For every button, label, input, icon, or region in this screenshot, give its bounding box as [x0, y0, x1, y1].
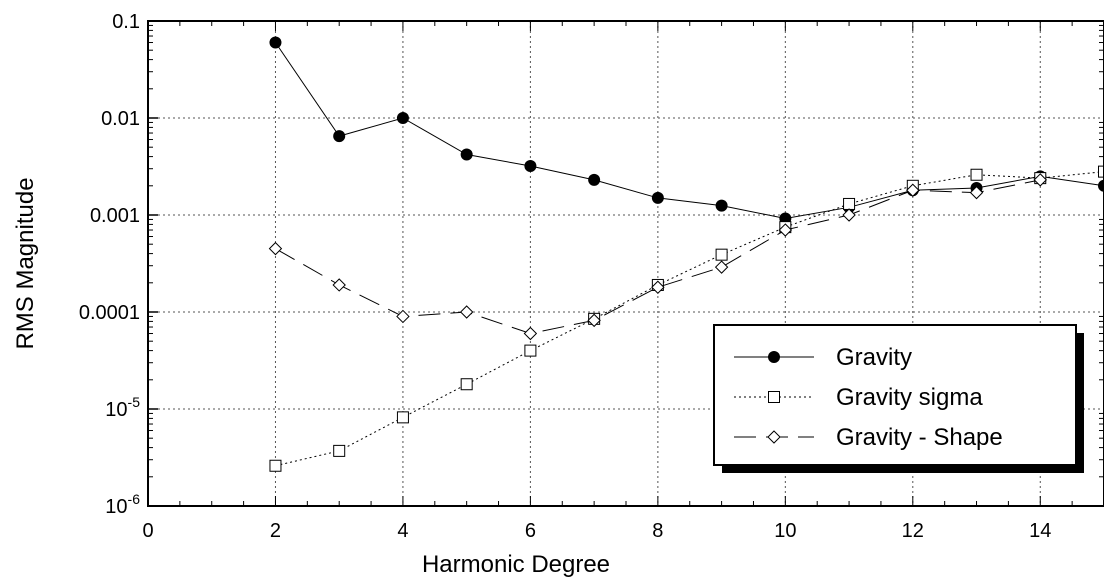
gravity-sigma-point — [460, 378, 473, 391]
gravity-shape-point — [523, 326, 538, 341]
gravity-shape-point — [587, 313, 601, 328]
y-tick-label: 0.0001 — [79, 302, 140, 324]
x-axis-title: Harmonic Degree — [422, 551, 610, 578]
gravity-sigma-point — [269, 459, 282, 472]
legend-item: Gravity - Shape — [734, 424, 1003, 451]
gravity-shape-point — [714, 260, 729, 274]
series-line — [275, 171, 1104, 467]
y-tick-label: 0.1 — [112, 11, 140, 33]
gravity-shape-point — [842, 208, 856, 222]
y-tick-label: 0.001 — [90, 205, 140, 227]
gravity-shape-point — [268, 241, 283, 256]
gravity-shape-point — [1033, 173, 1047, 187]
legend-label: Gravity sigma — [836, 384, 983, 411]
gravity-point — [269, 36, 282, 49]
x-tick-label: 14 — [1029, 520, 1051, 542]
gravity-sigma-point — [333, 444, 346, 457]
legend-label: Gravity - Shape — [836, 424, 1003, 451]
x-tick-label: 4 — [397, 520, 408, 542]
gravity-point — [396, 112, 409, 124]
gravity-point — [768, 351, 780, 363]
gravity-sigma-point — [1098, 165, 1104, 178]
gravity-sigma-point — [524, 344, 537, 357]
y-axis-title: RMS Magnitude — [12, 177, 39, 349]
legend: Gravity Gravity sigma Gravity - Shape — [713, 324, 1084, 473]
gravity-shape-point — [906, 183, 920, 197]
gravity-point — [1098, 179, 1104, 192]
gravity-sigma-point — [768, 391, 780, 403]
gravity-point — [460, 148, 473, 161]
gravity-shape-point — [778, 223, 793, 237]
x-tick-label: 8 — [652, 520, 663, 542]
legend-items: Gravity Gravity sigma Gravity - Shape — [734, 344, 1003, 451]
gravity-sigma-point — [843, 197, 856, 210]
series-gravity-shape — [268, 173, 1047, 341]
x-tick-labels: 0 2 4 6 8 10 12 14 — [142, 520, 1051, 542]
x-tick-label: 10 — [774, 520, 796, 542]
legend-item: Gravity — [734, 344, 912, 371]
x-tick-label: 0 — [142, 520, 153, 542]
gravity-sigma-point — [970, 168, 983, 181]
gravity-shape-point — [767, 430, 781, 444]
series-line — [275, 42, 1104, 220]
gravity-point — [524, 160, 537, 173]
gravity-shape-point — [396, 309, 410, 324]
x-tick-label: 2 — [270, 520, 281, 542]
gravity-sigma-point — [396, 411, 409, 424]
gravity-point — [715, 199, 728, 212]
gravity-sigma-point — [715, 248, 728, 261]
y-tick-label: 10-5 — [105, 394, 140, 421]
y-tick-label: 10-6 — [105, 491, 140, 518]
x-tick-label: 6 — [525, 520, 536, 542]
plot-frame — [147, 20, 1104, 507]
y-tick-labels: 10-6 10-5 0.0001 0.001 0.01 0.1 — [79, 11, 140, 518]
gravity-point — [333, 130, 346, 143]
gravity-shape-point — [969, 185, 984, 200]
gravity-shape-point — [651, 280, 665, 294]
gravity-point — [588, 173, 601, 186]
series-layer — [268, 36, 1104, 472]
x-tick-label: 12 — [902, 520, 924, 542]
legend-label: Gravity — [836, 344, 912, 371]
gravity-point — [651, 191, 664, 204]
gravity-shape-point — [459, 305, 474, 319]
legend-item: Gravity sigma — [734, 384, 983, 411]
y-tick-label: 0.01 — [101, 108, 140, 130]
gravity-shape-point — [332, 278, 346, 292]
